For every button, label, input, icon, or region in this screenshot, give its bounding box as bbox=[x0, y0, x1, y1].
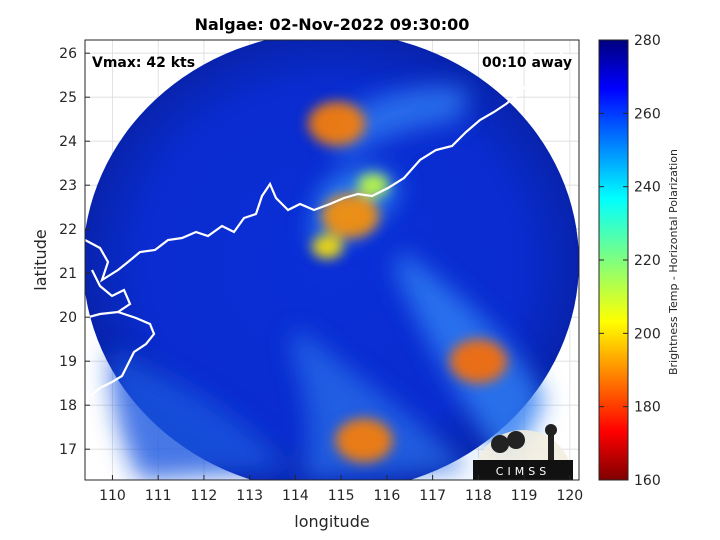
rain-band-south bbox=[290, 330, 470, 480]
time-away-annotation: 00:10 away bbox=[482, 55, 572, 71]
colorbar-tick-label: 200 bbox=[634, 326, 661, 342]
north-band bbox=[330, 86, 470, 160]
colorbar-tick-label: 180 bbox=[634, 400, 661, 416]
colorbar-tick-label: 260 bbox=[634, 106, 661, 122]
colorbar-ticks: 160 180 200 220 240 260 280 bbox=[599, 33, 661, 489]
y-tick-label: 18 bbox=[59, 398, 77, 414]
x-tick-label: 117 bbox=[419, 488, 446, 504]
plot-frame bbox=[84, 39, 580, 481]
y-tick-label: 21 bbox=[59, 266, 77, 282]
x-axis-label: longitude bbox=[294, 512, 369, 531]
convective-cell bbox=[335, 418, 393, 463]
x-tick-label: 120 bbox=[556, 488, 583, 504]
convective-cell bbox=[321, 194, 379, 238]
logo-band bbox=[473, 460, 573, 480]
logo-text: CIMSS bbox=[496, 465, 550, 478]
coastline-leizhou bbox=[91, 269, 132, 313]
y-tick-label: 22 bbox=[59, 222, 77, 238]
coastline-mainland bbox=[85, 53, 573, 283]
x-tick-label: 111 bbox=[145, 488, 172, 504]
x-tick-label: 112 bbox=[191, 488, 218, 504]
y-tick-label: 24 bbox=[59, 134, 77, 150]
y-tick-label: 25 bbox=[59, 90, 77, 106]
logo-dish-right bbox=[507, 431, 525, 449]
vmax-annotation: Vmax: 42 kts bbox=[92, 55, 195, 71]
logo-dish-left bbox=[491, 435, 509, 453]
chart-title: Nalgae: 02-Nov-2022 09:30:00 bbox=[195, 15, 470, 34]
coastline bbox=[85, 42, 573, 397]
y-tick-label: 26 bbox=[59, 46, 77, 62]
y-tick-label: 20 bbox=[59, 310, 77, 326]
x-tick-label: 113 bbox=[236, 488, 263, 504]
cimss-logo: CIMSS bbox=[473, 424, 573, 480]
x-tick-label: 110 bbox=[99, 488, 126, 504]
logo-tower-top bbox=[545, 424, 557, 436]
colorbar-tick-label: 160 bbox=[634, 473, 661, 489]
x-tick-label: 118 bbox=[465, 488, 492, 504]
y-tick-label: 19 bbox=[59, 354, 77, 370]
colorbar-tick-label: 240 bbox=[634, 180, 661, 196]
y-axis: 17 18 19 20 21 22 23 24 25 26 bbox=[59, 46, 90, 458]
convective-cells bbox=[307, 101, 507, 463]
convective-cell bbox=[449, 339, 507, 384]
x-tick-label: 116 bbox=[374, 488, 401, 504]
x-tick-label: 114 bbox=[282, 488, 309, 504]
convective-cell bbox=[307, 101, 366, 146]
colorbar-label: Brightness Temp - Horizontal Polarizatio… bbox=[667, 149, 680, 375]
x-axis: 110 111 112 113 114 115 116 117 118 119 120 bbox=[99, 475, 583, 504]
colorbar-tick-label: 280 bbox=[634, 33, 661, 49]
y-axis-label: latitude bbox=[31, 229, 50, 290]
y-tick-label: 23 bbox=[59, 178, 77, 194]
x-tick-label: 119 bbox=[511, 488, 538, 504]
convective-cell bbox=[311, 234, 344, 259]
coastline-east-islands bbox=[519, 42, 564, 68]
logo-tower bbox=[548, 430, 554, 460]
y-tick-label: 17 bbox=[59, 442, 77, 458]
scan-disc bbox=[85, 40, 579, 480]
x-tick-label: 115 bbox=[328, 488, 355, 504]
colorbar-tick-label: 220 bbox=[634, 253, 661, 269]
rain-band-west bbox=[110, 350, 290, 480]
